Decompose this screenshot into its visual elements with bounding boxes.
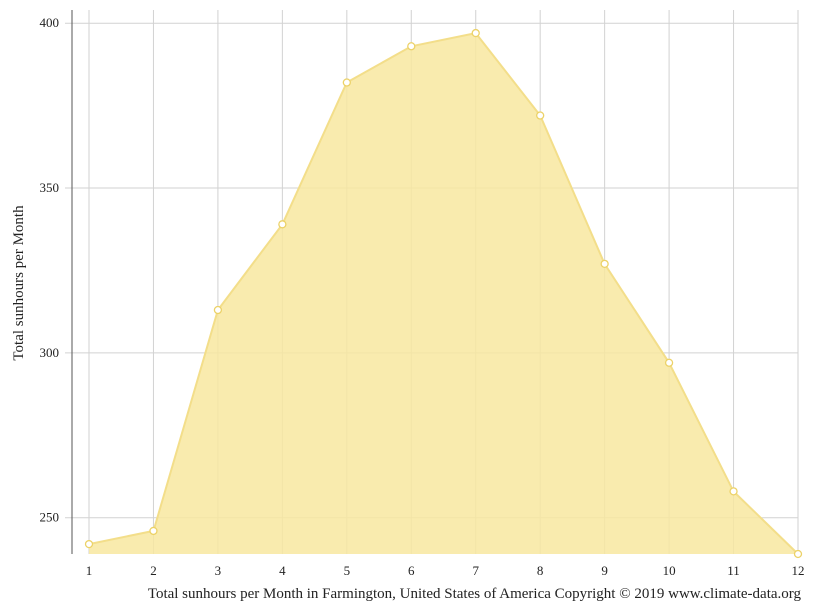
x-tick-label: 6	[408, 563, 415, 578]
x-tick-label: 1	[86, 563, 93, 578]
y-axis-title: Total sunhours per Month	[11, 205, 27, 361]
x-tick-label: 7	[472, 563, 479, 578]
x-tick-label: 4	[279, 563, 286, 578]
y-tick-label: 300	[40, 345, 60, 360]
data-point	[149, 526, 158, 536]
data-point	[664, 358, 674, 367]
data-point	[471, 28, 480, 38]
x-tick-label: 8	[537, 563, 544, 578]
x-tick-label: 5	[344, 563, 351, 578]
data-point	[793, 549, 803, 559]
x-tick-label: 9	[601, 563, 608, 578]
x-tick-label: 11	[727, 563, 740, 578]
y-tick-label: 400	[40, 15, 60, 30]
chart-caption: Total sunhours per Month in Farmington, …	[148, 586, 802, 602]
y-tick-label: 350	[40, 180, 60, 195]
data-point	[278, 220, 287, 229]
y-tick-labels: 250 300 350 400	[40, 15, 60, 525]
sunhours-line	[88, 31, 799, 555]
sunhours-area	[89, 33, 798, 555]
x-tick-labels: 1 2 3 4 5 6 7 8 9 10 11 12	[86, 563, 805, 578]
data-point	[407, 42, 416, 51]
data-point	[213, 305, 223, 315]
x-tick-label: 10	[663, 563, 676, 578]
y-tick-label: 250	[40, 510, 60, 525]
data-point	[600, 259, 609, 269]
x-tick-label: 3	[215, 563, 222, 578]
data-point	[342, 78, 351, 87]
data-point	[536, 111, 545, 120]
data-point	[84, 539, 94, 549]
data-point	[729, 487, 738, 496]
data-points	[84, 28, 803, 559]
x-tick-label: 12	[792, 563, 805, 578]
x-tick-label: 2	[150, 563, 157, 578]
